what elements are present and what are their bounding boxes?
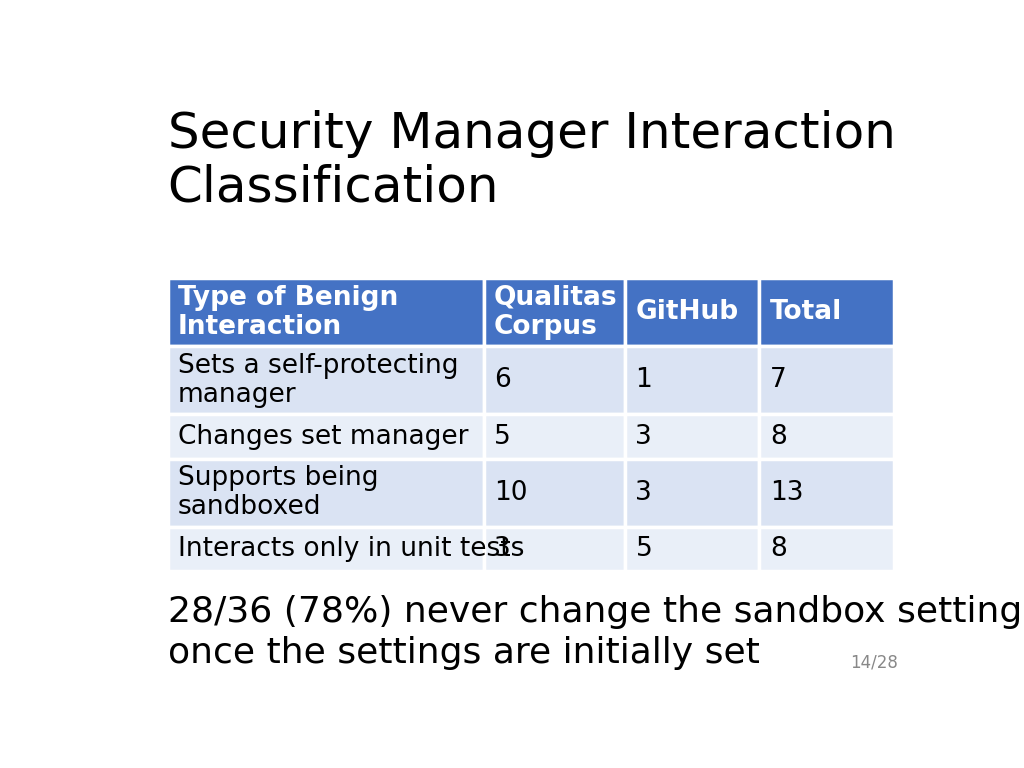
FancyBboxPatch shape <box>168 415 483 458</box>
Text: 3: 3 <box>494 536 511 562</box>
FancyBboxPatch shape <box>625 346 760 415</box>
Text: 28/36 (78%) never change the sandbox settings
once the settings are initially se: 28/36 (78%) never change the sandbox set… <box>168 594 1024 670</box>
FancyBboxPatch shape <box>483 458 625 527</box>
FancyBboxPatch shape <box>760 458 894 527</box>
FancyBboxPatch shape <box>625 527 760 571</box>
FancyBboxPatch shape <box>625 279 760 346</box>
Text: Qualitas
Corpus: Qualitas Corpus <box>494 285 617 340</box>
Text: GitHub: GitHub <box>636 300 738 326</box>
Text: 7: 7 <box>770 367 786 393</box>
Text: 8: 8 <box>770 536 786 562</box>
FancyBboxPatch shape <box>760 346 894 415</box>
FancyBboxPatch shape <box>760 415 894 458</box>
Text: 13: 13 <box>770 480 803 506</box>
Text: Type of Benign
Interaction: Type of Benign Interaction <box>178 285 398 340</box>
Text: Changes set manager: Changes set manager <box>178 424 469 449</box>
Text: 1: 1 <box>636 367 652 393</box>
Text: Supports being
sandboxed: Supports being sandboxed <box>178 465 379 520</box>
Text: Sets a self-protecting
manager: Sets a self-protecting manager <box>178 353 459 408</box>
Text: 14/28: 14/28 <box>850 654 898 672</box>
Text: 6: 6 <box>494 367 511 393</box>
FancyBboxPatch shape <box>483 346 625 415</box>
FancyBboxPatch shape <box>483 527 625 571</box>
Text: 3: 3 <box>636 480 652 506</box>
FancyBboxPatch shape <box>760 527 894 571</box>
FancyBboxPatch shape <box>483 415 625 458</box>
FancyBboxPatch shape <box>625 458 760 527</box>
Text: 5: 5 <box>494 424 511 449</box>
FancyBboxPatch shape <box>168 279 483 346</box>
Text: 5: 5 <box>636 536 652 562</box>
FancyBboxPatch shape <box>168 458 483 527</box>
FancyBboxPatch shape <box>483 279 625 346</box>
Text: Total: Total <box>770 300 842 326</box>
FancyBboxPatch shape <box>760 279 894 346</box>
FancyBboxPatch shape <box>168 346 483 415</box>
Text: 3: 3 <box>636 424 652 449</box>
Text: Security Manager Interaction
Classification: Security Manager Interaction Classificat… <box>168 110 896 212</box>
Text: 10: 10 <box>494 480 527 506</box>
FancyBboxPatch shape <box>625 415 760 458</box>
Text: Interacts only in unit tests: Interacts only in unit tests <box>178 536 524 562</box>
Text: 8: 8 <box>770 424 786 449</box>
FancyBboxPatch shape <box>168 527 483 571</box>
